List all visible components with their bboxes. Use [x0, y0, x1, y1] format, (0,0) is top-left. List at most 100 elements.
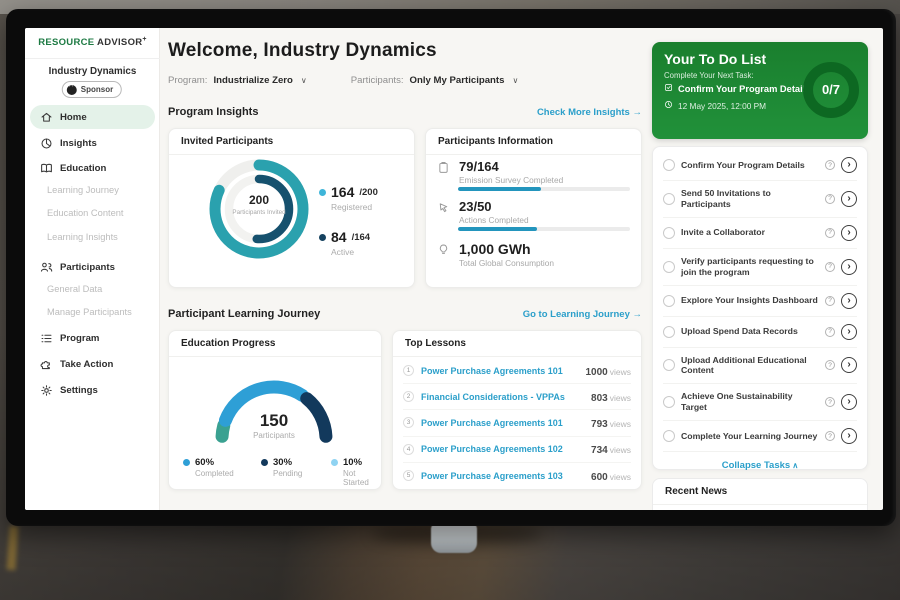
chevron-right-icon[interactable] [841, 258, 857, 275]
help-icon[interactable] [825, 160, 835, 170]
sidebar-item-home[interactable]: Home [30, 105, 155, 129]
todo-progress-count: 0/7 [821, 82, 841, 97]
lightbulb-icon [436, 241, 451, 268]
emission-survey-progress-bar [458, 187, 630, 191]
help-icon[interactable] [825, 193, 835, 204]
top-lessons-card: Top Lessons 1 Power Purchase Agreements … [392, 330, 642, 490]
task-checkbox[interactable] [663, 325, 675, 338]
task-row[interactable]: Invite a Collaborator [663, 218, 857, 249]
help-icon[interactable] [825, 295, 835, 306]
go-to-learning-journey-link[interactable]: Go to Learning Journey [523, 309, 642, 320]
education-progress-gauge-chart [215, 380, 333, 443]
sidebar-item-education-content[interactable]: Education Content [47, 208, 124, 218]
filters-bar: Program: Industrialize Zero Participants… [168, 75, 518, 86]
task-checkbox[interactable] [663, 396, 675, 409]
gear-icon [39, 383, 53, 397]
cursor-click-icon [436, 199, 451, 225]
task-row[interactable]: Explore Your Insights Dashboard [663, 286, 857, 317]
task-checkbox[interactable] [663, 226, 675, 239]
sidebar-item-general-data[interactable]: General Data [47, 284, 103, 294]
participants-information-card: Participants Information 79/164 Emission… [425, 128, 642, 288]
completed-dot [183, 459, 190, 466]
todo-summary-card: Your To Do List Complete Your Next Task:… [652, 42, 868, 139]
help-icon[interactable] [825, 360, 835, 371]
chevron-down-icon [301, 76, 307, 85]
chevron-right-icon[interactable] [841, 157, 857, 173]
sidebar-item-take-action[interactable]: Take Action [30, 352, 155, 376]
sidebar-item-education[interactable]: Education [30, 156, 155, 180]
actions-completed-stat: 23/50 Actions Completed [436, 199, 529, 225]
page-title: Welcome, Industry Dynamics [168, 40, 437, 61]
education-progress-card: Education Progress 150 Participants 60% … [168, 330, 382, 490]
puzzle-icon [39, 357, 53, 371]
home-icon [39, 110, 53, 124]
help-icon[interactable] [825, 227, 835, 238]
lesson-link[interactable]: Power Purchase Agreements 102 [421, 444, 563, 455]
pending-dot [261, 459, 268, 466]
task-checkbox[interactable] [663, 359, 675, 372]
app-logo: RESOURCE ADVISOR+ [25, 36, 160, 60]
lesson-row: 1 Power Purchase Agreements 101 1000 view… [403, 358, 631, 385]
sidebar-item-learning-insights[interactable]: Learning Insights [47, 232, 118, 242]
chevron-right-icon[interactable] [841, 357, 857, 374]
consumption-stat: 1,000 GWh Total Global Consumption [436, 241, 554, 268]
lesson-row: 4 Power Purchase Agreements 102 734 views [403, 437, 631, 463]
chevron-right-icon[interactable] [841, 394, 857, 411]
sidebar-item-program[interactable]: Program [30, 326, 155, 350]
legend-pending: 30% Pending [261, 457, 302, 478]
sidebar-item-insights[interactable]: Insights [30, 131, 155, 155]
task-checkbox[interactable] [663, 192, 675, 205]
clock-icon [664, 100, 673, 111]
monitor-bezel: RESOURCE ADVISOR+ Industry Dynamics Spon… [6, 9, 896, 526]
active-dot [319, 233, 326, 241]
help-icon[interactable] [825, 261, 835, 272]
chevron-right-icon[interactable] [841, 428, 857, 444]
task-checkbox[interactable] [663, 430, 675, 442]
actions-completed-progress-bar [458, 227, 630, 231]
task-row[interactable]: Upload Spend Data Records [663, 317, 857, 348]
sponsor-badge: Sponsor [61, 81, 123, 98]
sidebar-item-manage-participants[interactable]: Manage Participants [47, 307, 132, 317]
list-icon [39, 331, 53, 345]
participants-filter[interactable]: Participants: Only My Participants [351, 75, 519, 86]
chevron-right-icon[interactable] [841, 292, 857, 309]
task-row[interactable]: Upload Additional Educational Content [663, 348, 857, 385]
not-started-dot [331, 459, 338, 466]
chevron-right-icon[interactable] [841, 190, 857, 207]
task-row[interactable]: Verify participants requesting to join t… [663, 249, 857, 286]
lesson-link[interactable]: Financial Considerations - VPPAs [421, 391, 565, 402]
emission-survey-stat: 79/164 Emission Survey Completed [436, 159, 563, 185]
chevron-down-icon [512, 76, 518, 85]
program-insights-header: Program Insights Check More Insights [168, 106, 642, 118]
lesson-row: 5 Power Purchase Agreements 103 600 views [403, 463, 631, 489]
check-more-insights-link[interactable]: Check More Insights [537, 107, 642, 118]
clipboard-icon [436, 159, 451, 185]
lesson-link[interactable]: Power Purchase Agreements 101 [421, 417, 563, 428]
task-row[interactable]: Complete Your Learning Journey [663, 421, 857, 452]
invited-participants-card: Invited Participants 200 Participants In… [168, 128, 415, 288]
sidebar-item-participants[interactable]: Participants [30, 255, 155, 279]
lesson-link[interactable]: Power Purchase Agreements 103 [421, 470, 563, 481]
app-window: RESOURCE ADVISOR+ Industry Dynamics Spon… [25, 28, 883, 510]
chevron-right-icon[interactable] [841, 224, 857, 241]
task-checkbox[interactable] [663, 159, 675, 171]
sponsor-icon [66, 84, 77, 95]
next-task: Confirm Your Program Details [664, 83, 810, 94]
due-date: 12 May 2025, 12:00 PM [664, 100, 766, 111]
collapse-tasks-link[interactable]: Collapse Tasks [663, 452, 857, 477]
registered-dot [319, 188, 326, 196]
help-icon[interactable] [825, 431, 835, 441]
sidebar-item-settings[interactable]: Settings [30, 378, 155, 402]
task-row[interactable]: Achieve One Sustainability Target [663, 384, 857, 421]
top-lessons-list: 1 Power Purchase Agreements 101 1000 view… [403, 358, 631, 489]
task-checkbox[interactable] [663, 294, 675, 307]
lesson-link[interactable]: Power Purchase Agreements 101 [421, 365, 563, 376]
sidebar-item-learning-journey[interactable]: Learning Journey [47, 185, 119, 195]
task-row[interactable]: Send 50 Invitations to Participants [663, 181, 857, 218]
program-filter[interactable]: Program: Industrialize Zero [168, 75, 307, 86]
help-icon[interactable] [825, 397, 835, 408]
help-icon[interactable] [825, 326, 835, 337]
task-row[interactable]: Confirm Your Program Details [663, 150, 857, 181]
chevron-right-icon[interactable] [841, 323, 857, 340]
task-checkbox[interactable] [663, 260, 675, 273]
